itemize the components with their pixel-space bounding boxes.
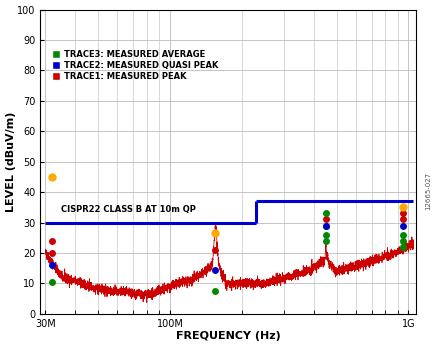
Y-axis label: LEVEL (dBuV/m): LEVEL (dBuV/m) bbox=[6, 111, 16, 212]
Text: CISPR22 CLASS B AT 10m QP: CISPR22 CLASS B AT 10m QP bbox=[61, 205, 196, 214]
Text: 12665-027: 12665-027 bbox=[424, 172, 431, 210]
Legend: TRACE3: MEASURED AVERAGE, TRACE2: MEASURED QUASI PEAK, TRACE1: MEASURED PEAK: TRACE3: MEASURED AVERAGE, TRACE2: MEASUR… bbox=[52, 50, 217, 82]
X-axis label: FREQUENCY (Hz): FREQUENCY (Hz) bbox=[175, 331, 280, 341]
